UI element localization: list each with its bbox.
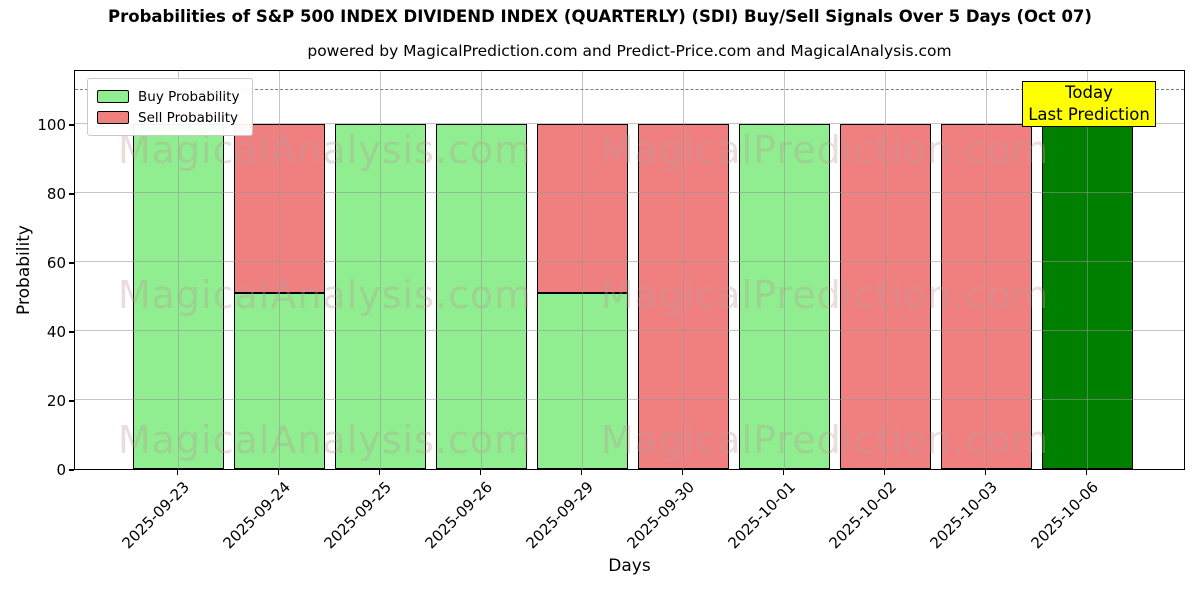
- h-gridline: [75, 123, 1184, 125]
- x-tick-label: 2025-09-24: [219, 478, 294, 553]
- x-tick-mark: [884, 470, 886, 475]
- x-axis-label: Days: [608, 556, 651, 576]
- v-gridline: [986, 71, 987, 469]
- legend: Buy Probability Sell Probability: [87, 78, 254, 136]
- legend-item-sell: Sell Probability: [97, 107, 239, 128]
- v-gridline: [481, 71, 482, 469]
- x-tick-mark: [985, 470, 987, 475]
- v-gridline: [1087, 71, 1088, 469]
- x-tick-label: 2025-09-30: [623, 478, 698, 553]
- y-tick-mark: [69, 400, 74, 402]
- x-tick-label: 2025-10-06: [1027, 478, 1102, 553]
- y-tick-label: 0: [56, 461, 66, 479]
- h-gridline: [75, 399, 1184, 401]
- v-gridline: [885, 71, 886, 469]
- legend-label-sell: Sell Probability: [138, 109, 239, 126]
- y-tick-mark: [69, 193, 74, 195]
- h-gridline: [75, 330, 1184, 332]
- x-tick-mark: [682, 470, 684, 475]
- today-annotation: Today Last Prediction: [1022, 81, 1156, 127]
- v-gridline: [582, 71, 583, 469]
- y-tick-label: 40: [46, 323, 66, 342]
- plot-area: [74, 70, 1185, 470]
- x-tick-label: 2025-09-29: [522, 478, 597, 553]
- v-gridline: [683, 71, 684, 469]
- v-gridline: [784, 71, 785, 469]
- x-tick-label: 2025-09-25: [320, 478, 395, 553]
- y-tick-label: 60: [46, 254, 66, 273]
- y-tick-mark: [69, 331, 74, 333]
- v-gridline: [178, 71, 179, 469]
- x-tick-label: 2025-10-02: [825, 478, 900, 553]
- buy-swatch-icon: [97, 90, 129, 103]
- x-tick-label: 2025-10-01: [724, 478, 799, 553]
- x-tick-mark: [480, 470, 482, 475]
- x-tick-mark: [177, 470, 179, 475]
- x-tick-mark: [1086, 470, 1088, 475]
- x-tick-label: 2025-09-26: [421, 478, 496, 553]
- chart-subtitle: powered by MagicalPrediction.com and Pre…: [307, 42, 952, 60]
- v-gridline: [380, 71, 381, 469]
- today-annotation-line2: Last Prediction: [1028, 105, 1150, 124]
- legend-item-buy: Buy Probability: [97, 86, 239, 107]
- v-gridline: [279, 71, 280, 469]
- y-tick-mark: [69, 469, 74, 471]
- x-tick-mark: [379, 470, 381, 475]
- x-tick-mark: [783, 470, 785, 475]
- legend-label-buy: Buy Probability: [138, 88, 240, 105]
- y-tick-label: 80: [46, 185, 66, 204]
- h-gridline: [75, 192, 1184, 194]
- chart-title: Probabilities of S&P 500 INDEX DIVIDEND …: [108, 7, 1092, 26]
- y-tick-mark: [69, 124, 74, 126]
- x-tick-mark: [581, 470, 583, 475]
- today-annotation-line1: Today: [1065, 83, 1113, 102]
- x-tick-label: 2025-10-03: [926, 478, 1001, 553]
- x-tick-mark: [278, 470, 280, 475]
- x-tick-label: 2025-09-23: [118, 478, 193, 553]
- h-gridline: [75, 261, 1184, 263]
- dashed-threshold-line: [75, 88, 1184, 90]
- y-tick-label: 20: [46, 392, 66, 411]
- y-tick-label: 100: [37, 116, 66, 135]
- sell-swatch-icon: [97, 111, 129, 124]
- y-tick-mark: [69, 262, 74, 264]
